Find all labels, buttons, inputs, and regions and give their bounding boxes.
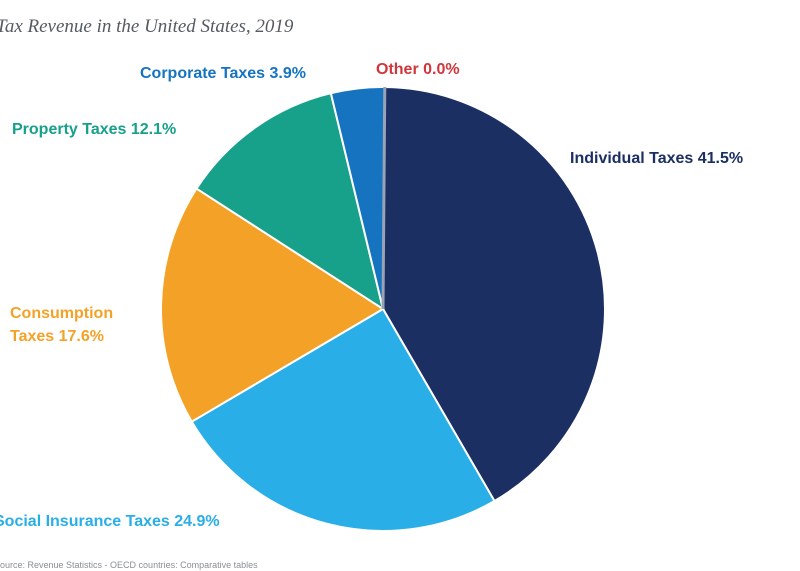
slice-consumption-taxes — [160, 187, 385, 424]
slice-social-insurance-taxes — [190, 307, 496, 532]
label-corporate-taxes: Corporate Taxes 3.9% — [140, 65, 306, 82]
label-property-taxes: Property Taxes 12.1% — [12, 121, 176, 138]
label-other: Other 0.0% — [376, 61, 460, 78]
label-consumption-taxes: Consumption Taxes 17.6% — [10, 305, 118, 345]
slice-labels: Individual Taxes 41.5% Social Insurance … — [0, 61, 743, 530]
label-consumption-line-1: Consumption — [10, 305, 113, 322]
source-note: Source: Revenue Statistics - OECD countr… — [0, 560, 258, 570]
slice-individual-taxes — [381, 85, 606, 503]
slice-other — [381, 86, 387, 310]
pie-slices — [160, 85, 606, 532]
label-consumption-line-2: Taxes 17.6% — [10, 328, 104, 345]
slice-property-taxes — [195, 92, 385, 312]
label-individual-taxes: Individual Taxes 41.5% — [570, 150, 743, 167]
chart-title: Tax Revenue in the United States, 2019 — [0, 16, 294, 37]
label-social-insurance-taxes: Social Insurance Taxes 24.9% — [0, 513, 220, 530]
